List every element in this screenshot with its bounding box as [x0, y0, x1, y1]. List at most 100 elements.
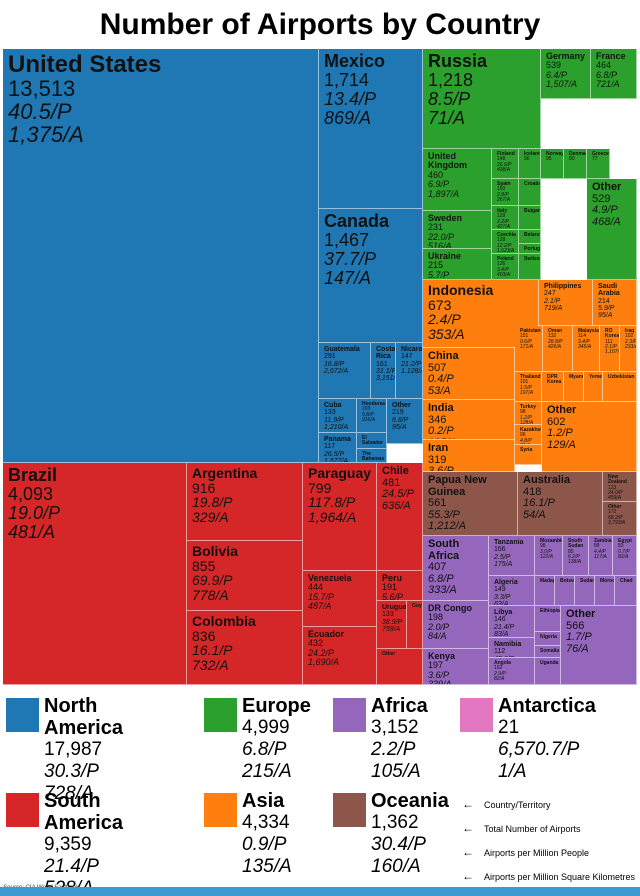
tile-per-people: 2.3/P [625, 338, 637, 345]
tile-south-sudan: South Sudan 85 6.2/P 138/A [563, 536, 589, 576]
tile-name: Greece [592, 151, 609, 157]
tile-germany: Germany 539 6.4/P 1,507/A [541, 49, 591, 99]
tile-per-people: 3.4/P [578, 338, 590, 345]
tile-myanmar: Myanmar [564, 372, 584, 402]
tile-total: 673 [428, 296, 452, 313]
tile-name: United Kingdom [428, 151, 467, 171]
tile-dr-congo: DR Congo 198 2.0/P 84/A [423, 601, 489, 649]
legend-item-africa: Africa 3,152 2.2/P 105/A [333, 695, 503, 787]
tile-name: Philippines [544, 283, 582, 290]
tile-total: 114 [578, 333, 586, 340]
tile-name: Russia [428, 51, 488, 71]
tile-total: 418 [523, 485, 542, 498]
tile-indonesia: Indonesia 673 2.4/P 353/A [423, 280, 539, 348]
tile-name: Guyana [412, 603, 422, 609]
tile-argentina: Argentina 916 19.8/P 329/A [187, 463, 303, 541]
tile-total: 80 [569, 156, 575, 163]
tile-panama: Panama 117 26.5/P 1,577/A [319, 433, 357, 463]
tile-total: 149 [494, 586, 506, 594]
tile-turkey: Turkey 98 1.2/P 128/A [515, 402, 542, 425]
tile-per-people: 2.2/P [497, 218, 509, 225]
tile-name: RO Korea [605, 328, 620, 340]
legend-text: Europe 4,999 6.8/P 215/A [242, 695, 311, 783]
legend-name: Africa [371, 695, 428, 717]
tile-per-people: 26.5/P [324, 450, 345, 458]
tile-per-area: 1,107/A [605, 349, 619, 355]
tile-name: Ethiopia [540, 608, 560, 614]
tile-name: Ecuador [308, 629, 345, 639]
tile-name: Thailand [520, 374, 541, 380]
tile-per-people: 3.4/P [497, 266, 509, 273]
tile-venezuela: Venezuela 444 15.7/P 487/A [303, 571, 377, 627]
tile-total: 13,513 [8, 76, 76, 102]
legend-total: 3,152 [371, 717, 419, 738]
tile-new-zealand: New Zealand 123 24.0/P 459/A [603, 472, 637, 502]
tile-per-people: 11.9/P [324, 416, 344, 424]
tile-per-people: 16.1/P [523, 497, 555, 510]
tile-total: 96 [524, 156, 530, 163]
tile-name: Switzerland [524, 256, 540, 262]
tile-egypt: Egypt 83 0.7/P 82/A [613, 536, 637, 576]
tile-sudan: Sudan [575, 576, 595, 606]
legend-per-area: 1/A [498, 761, 527, 782]
tile-paraguay: Paraguay 799 117.8/P 1,964/A [303, 463, 377, 571]
tile-name: United States [8, 51, 162, 78]
tile-total: 539 [546, 60, 562, 71]
tile-kazakhstan: Kazakhstan964.8/P35/A [515, 425, 542, 445]
tile-per-people: 4.4/P [594, 548, 606, 555]
legend-per-people: 21.4/P [44, 856, 99, 877]
legend-per-people: 30.3/P [44, 761, 99, 782]
tile-per-area: 1,623/A [497, 247, 515, 254]
tile-china: China 507 0.4/P 53/A [423, 348, 515, 400]
tile-total: 561 [428, 497, 447, 510]
tile-name: Colombia [192, 613, 256, 629]
legend-swatch [6, 698, 39, 732]
tile-name: Other [566, 608, 596, 620]
tile-nigeria: Nigeria [535, 632, 561, 646]
tile-total: 126 [497, 261, 506, 268]
tile-syria: Syria [515, 445, 542, 465]
legend-item-north-america: North America 17,987 30.3/P 728/A [6, 695, 176, 804]
tile-per-people: 2.9/P [494, 670, 506, 677]
tile-name: Panama [324, 436, 351, 443]
tile-name: Iceland [524, 151, 541, 157]
tile-name: Somalia [540, 648, 560, 654]
tile-name: Nigeria [540, 634, 557, 640]
chart-title: Number of Airports by Country [99, 8, 541, 41]
tile-name: South Africa [428, 538, 460, 562]
tile-per-people: 21.4/P [494, 623, 515, 631]
tile-per-people: 0.7/P [618, 548, 630, 555]
tile-per-people: 3.6/P [428, 465, 454, 472]
tile-per-area: 171/A [520, 343, 534, 350]
tile-per-people: 43.6/P [494, 656, 532, 657]
tile-total: 529 [592, 192, 611, 205]
tile-name: Namibia [494, 641, 522, 648]
tile-per-people: 1.7/P [566, 631, 592, 644]
tile-total: 117 [324, 443, 336, 451]
tile-name: Ukraine [428, 251, 462, 261]
legend-swatch [333, 698, 366, 732]
tile-per-people: 6.2/P [568, 553, 580, 560]
tile-name: Germany [546, 51, 586, 61]
tile-per-area: 83/A [494, 631, 509, 638]
tile-papua-new-guinea: Papua New Guinea 561 55.3/P 1,212/A [423, 472, 518, 536]
tile-per-area: 82/A [494, 675, 505, 682]
tile-per-people: 16.8/P [324, 360, 345, 368]
tile-per-area: 427/A [497, 223, 511, 230]
tile-name: Uruguay [382, 604, 407, 611]
tile-per-area: 719/A [544, 305, 563, 313]
tile-per-area: 122/A [540, 553, 554, 560]
tile-per-area: 129/A [547, 438, 576, 451]
tile-per-people: 9.8/P [362, 411, 374, 418]
tile-somalia: Somalia [535, 646, 561, 658]
tile-nicaragua: Nicaragua14721.2/P1,128/A [396, 343, 423, 399]
tile-total: 247 [544, 290, 556, 298]
tile-greece: Greece 77 [587, 149, 610, 179]
tile-total: 77 [592, 156, 598, 163]
tile-per-people: 3.6/P [428, 669, 450, 680]
tile-total: 799 [308, 479, 332, 496]
tile-total: 215 [428, 260, 444, 271]
tile-total: 481 [382, 476, 401, 489]
